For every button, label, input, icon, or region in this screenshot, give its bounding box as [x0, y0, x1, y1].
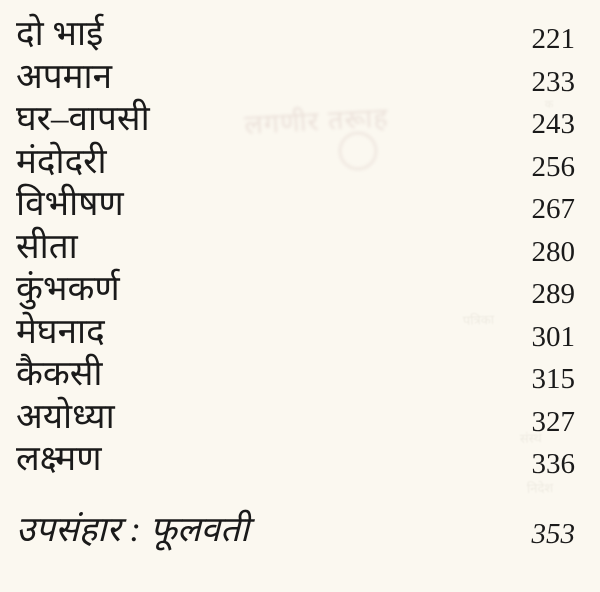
svg-text:निदेश: निदेश — [527, 480, 555, 496]
svg-text:पत्रिका: पत्रिका — [463, 312, 495, 328]
